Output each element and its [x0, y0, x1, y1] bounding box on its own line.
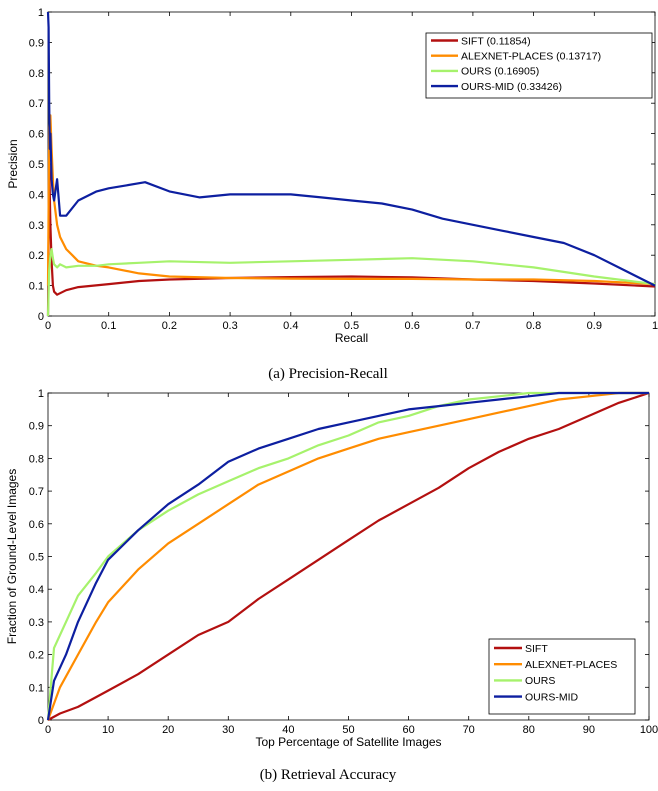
y-tick-label: 0.8 — [29, 453, 44, 465]
legend-label: SIFT — [525, 643, 548, 655]
x-tick-label: 0.7 — [465, 320, 480, 332]
x-tick-label: 100 — [640, 724, 658, 736]
x-axis-label: Top Percentage of Satellite Images — [255, 735, 441, 749]
y-tick-label: 0.3 — [29, 617, 44, 629]
x-tick-label: 70 — [463, 724, 475, 736]
x-tick-label: 20 — [162, 724, 174, 736]
y-tick-label: 0.4 — [29, 189, 44, 201]
legend-label: ALEXNET-PLACES (0.13717) — [461, 51, 601, 63]
legend-label: OURS-MID (0.33426) — [461, 81, 562, 93]
legend-box — [488, 638, 636, 715]
y-tick-label: 0.2 — [29, 650, 44, 662]
series-line-ours-mid — [46, 11, 656, 287]
y-tick-label: 0 — [38, 715, 44, 727]
x-tick-label: 80 — [523, 724, 535, 736]
legend-label: OURS-MID — [525, 691, 578, 703]
legend-box — [425, 32, 653, 99]
y-tick-label: 0.3 — [29, 220, 44, 232]
x-tick-label: 30 — [222, 724, 234, 736]
x-tick-label: 0.2 — [162, 320, 177, 332]
series-line-sift — [46, 162, 656, 317]
caption-b: (b) Retrieval Accuracy — [260, 767, 397, 783]
legend-label: SIFT (0.11854) — [461, 35, 531, 47]
y-tick-label: 0.4 — [29, 584, 44, 596]
series-line-ours — [46, 391, 649, 721]
series-line-sift — [47, 391, 650, 721]
x-tick-label: 0.8 — [526, 320, 541, 332]
x-tick-label: 1 — [652, 320, 658, 332]
x-tick-label: 0.6 — [405, 320, 420, 332]
series-line-alexnet-places — [46, 391, 649, 721]
x-tick-label: 90 — [583, 724, 595, 736]
legend-label: OURS — [525, 675, 555, 687]
y-tick-label: 0.9 — [29, 37, 44, 49]
x-tick-label: 40 — [282, 724, 294, 736]
legend-label: ALEXNET-PLACES — [525, 659, 617, 671]
y-axis-label: Fraction of Ground-Level Images — [5, 469, 19, 644]
y-axis-label: Precision — [6, 139, 20, 188]
y-tick-label: 0.1 — [29, 682, 44, 694]
y-tick-label: 0.6 — [29, 129, 44, 141]
y-tick-label: 0.7 — [29, 98, 44, 110]
chart-1: 0 10 20 30 40 50 60 70 80 90 100 0 0.1 0.2 0.3 0.4 0.5 0.… — [5, 388, 658, 749]
x-tick-label: 0.3 — [222, 320, 237, 332]
chart-0: 0 0.1 0.2 0.3 0.4 0.5 0.6 0.7 0.8 0.9 1 0 0.1 0.2 0.3 0… — [6, 7, 658, 345]
x-axis-label: Recall — [335, 331, 368, 345]
x-tick-label: 0 — [45, 320, 51, 332]
y-tick-label: 1 — [38, 7, 44, 19]
x-tick-label: 60 — [402, 724, 414, 736]
y-tick-label: 0.2 — [29, 250, 44, 262]
y-tick-label: 0.5 — [29, 552, 44, 564]
series-line-ours-mid — [46, 391, 649, 721]
y-tick-label: 0 — [38, 311, 44, 323]
x-tick-label: 0.5 — [344, 320, 359, 332]
y-tick-label: 0.1 — [29, 281, 44, 293]
y-tick-label: 0.8 — [29, 68, 44, 80]
y-tick-label: 0.7 — [29, 486, 44, 498]
series-line-ours — [46, 248, 656, 317]
y-tick-label: 1 — [38, 388, 44, 400]
x-tick-label: 50 — [342, 724, 354, 736]
y-tick-label: 0.5 — [29, 159, 44, 171]
x-tick-label: 0.4 — [283, 320, 298, 332]
x-tick-label: 0 — [45, 724, 51, 736]
y-tick-label: 0.6 — [29, 519, 44, 531]
y-tick-label: 0.9 — [29, 421, 44, 433]
x-tick-label: 0.1 — [101, 320, 116, 332]
x-tick-label: 0.9 — [587, 320, 602, 332]
x-tick-label: 10 — [102, 724, 114, 736]
legend-label: OURS (0.16905) — [461, 66, 539, 78]
caption-a: (a) Precision-Recall — [268, 366, 388, 382]
